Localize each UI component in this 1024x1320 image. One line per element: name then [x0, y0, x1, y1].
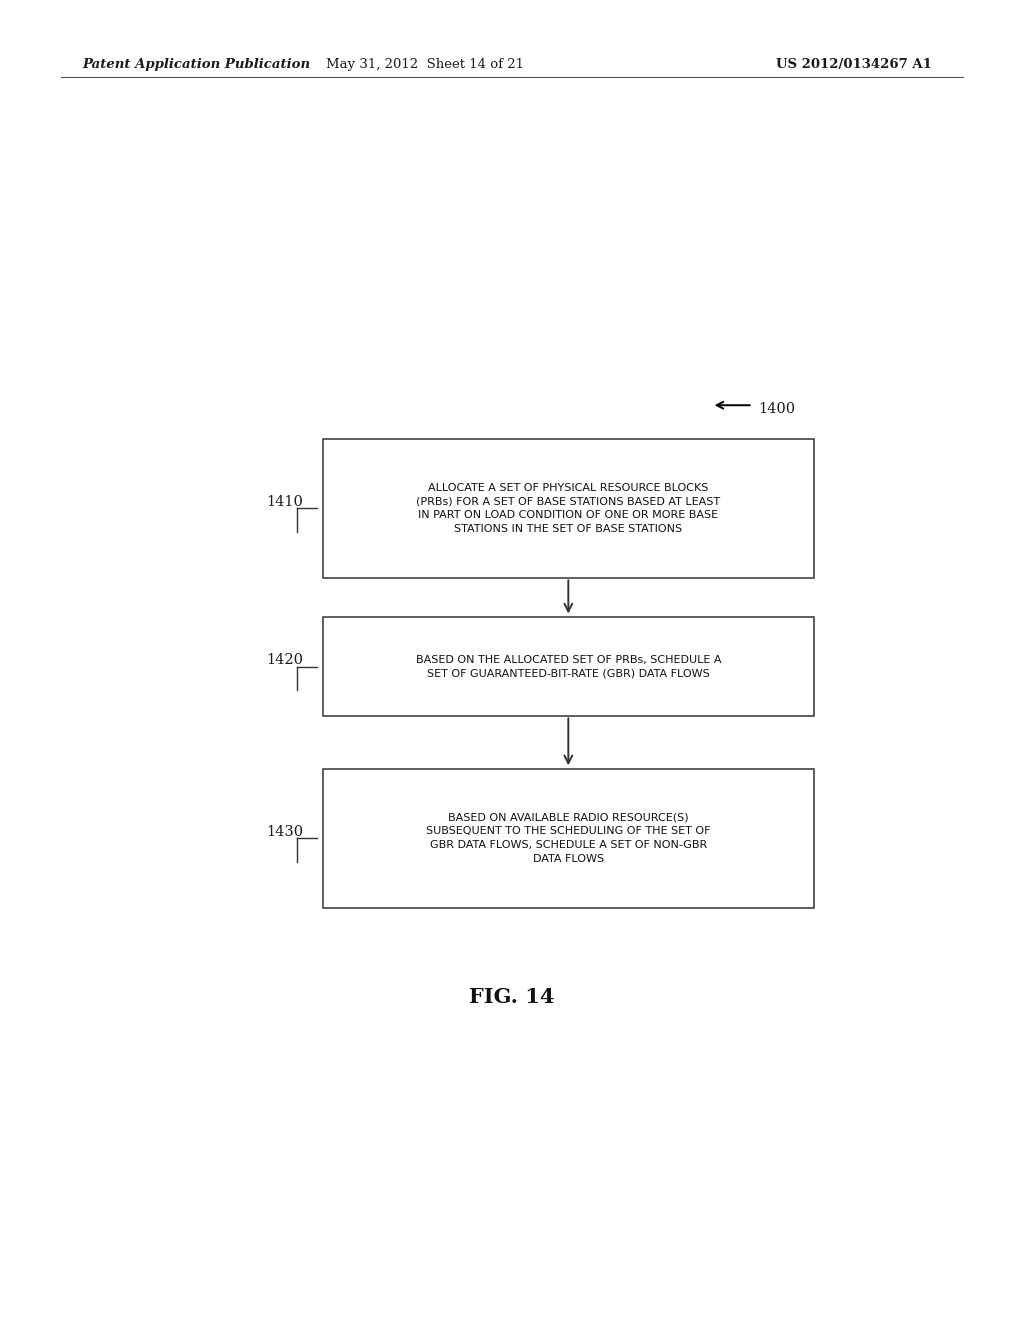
- FancyBboxPatch shape: [323, 768, 814, 908]
- Text: 1420: 1420: [266, 653, 303, 667]
- Text: BASED ON THE ALLOCATED SET OF PRBs, SCHEDULE A
SET OF GUARANTEED-BIT-RATE (GBR) : BASED ON THE ALLOCATED SET OF PRBs, SCHE…: [416, 655, 721, 678]
- Text: Patent Application Publication: Patent Application Publication: [82, 58, 310, 71]
- Text: ALLOCATE A SET OF PHYSICAL RESOURCE BLOCKS
(PRBs) FOR A SET OF BASE STATIONS BAS: ALLOCATE A SET OF PHYSICAL RESOURCE BLOC…: [417, 483, 720, 533]
- FancyBboxPatch shape: [323, 438, 814, 578]
- Text: 1400: 1400: [758, 403, 795, 416]
- Text: 1410: 1410: [266, 495, 303, 508]
- Text: BASED ON AVAILABLE RADIO RESOURCE(S)
SUBSEQUENT TO THE SCHEDULING OF THE SET OF
: BASED ON AVAILABLE RADIO RESOURCE(S) SUB…: [426, 813, 711, 863]
- Text: US 2012/0134267 A1: US 2012/0134267 A1: [776, 58, 932, 71]
- Text: FIG. 14: FIG. 14: [469, 986, 555, 1007]
- FancyBboxPatch shape: [323, 618, 814, 715]
- Text: 1430: 1430: [266, 825, 303, 838]
- Text: May 31, 2012  Sheet 14 of 21: May 31, 2012 Sheet 14 of 21: [326, 58, 524, 71]
